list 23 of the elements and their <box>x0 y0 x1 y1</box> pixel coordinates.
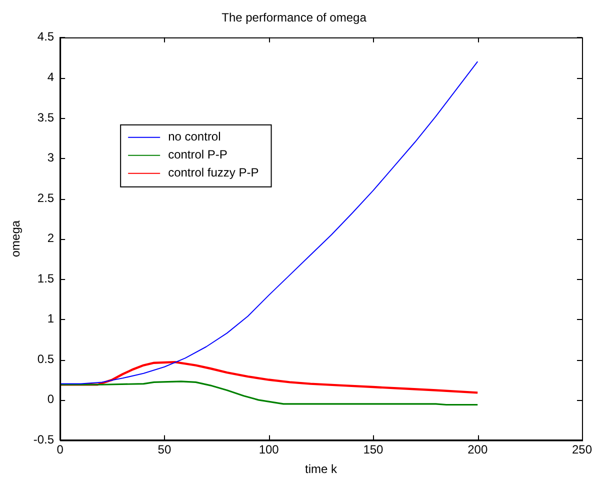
x-tick-label: 150 <box>363 442 384 457</box>
x-tick-label: 0 <box>56 442 64 457</box>
y-tick-label: 1.5 <box>37 271 54 286</box>
chart-title: The performance of omega <box>222 10 367 25</box>
legend-label: control P-P <box>168 148 228 162</box>
y-tick-label: 2.5 <box>37 190 54 205</box>
x-tick-label: 50 <box>158 442 172 457</box>
x-tick-label: 250 <box>572 442 592 457</box>
y-tick-label: 1 <box>47 312 54 326</box>
y-tick-label: 4.5 <box>37 30 54 44</box>
legend-label: no control <box>168 130 221 144</box>
y-tick-label: 0 <box>47 392 54 406</box>
y-axis-title: omega <box>8 220 23 258</box>
y-tick-label: 2 <box>47 231 54 246</box>
y-tick-label: 3.5 <box>37 110 54 124</box>
y-tick-label: 3 <box>47 150 54 165</box>
y-tick-label: 0.5 <box>37 352 54 366</box>
x-tick-label: 200 <box>468 442 488 457</box>
x-tick-label: 100 <box>258 442 280 457</box>
y-tick-label: -0.5 <box>33 432 54 447</box>
legend-label: control fuzzy P-P <box>168 166 259 180</box>
y-tick-label: 4 <box>47 70 54 84</box>
x-axis-title: time k <box>305 462 338 476</box>
